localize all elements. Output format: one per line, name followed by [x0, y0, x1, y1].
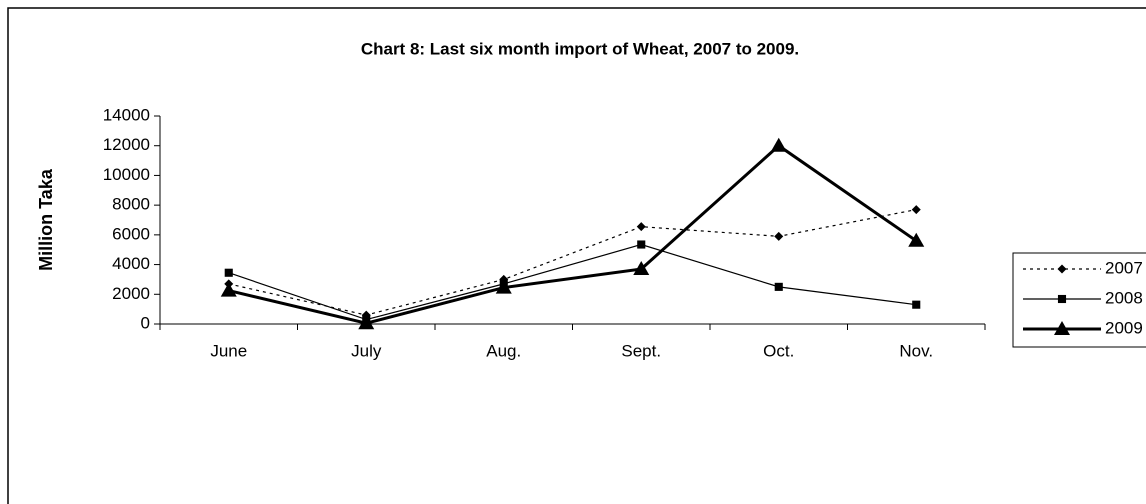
chart-title: Chart 8: Last six month import of Wheat,…	[361, 39, 799, 58]
marker	[224, 268, 233, 277]
y-tick-label: 2000	[112, 284, 150, 303]
marker	[1057, 294, 1067, 304]
chart-border	[7, 7, 1146, 504]
x-tick-label: Aug.	[486, 341, 521, 360]
marker	[1057, 264, 1067, 274]
marker	[912, 300, 921, 309]
marker	[358, 315, 375, 330]
series-line	[228, 143, 918, 325]
marker	[911, 205, 921, 215]
marker	[633, 261, 650, 276]
marker	[636, 222, 646, 232]
y-tick-label: 8000	[112, 195, 150, 214]
y-tick-label: 0	[141, 313, 150, 332]
legend-label: 2007	[1105, 258, 1143, 277]
marker	[770, 137, 787, 152]
x-tick-label: Nov.	[899, 341, 933, 360]
y-tick-label: 10000	[103, 165, 150, 184]
marker	[774, 231, 784, 241]
marker	[908, 232, 925, 247]
y-tick-label: 4000	[112, 254, 150, 273]
marker	[637, 240, 646, 249]
marker	[1054, 321, 1070, 335]
legend-label: 2009	[1105, 318, 1143, 337]
x-tick-label: July	[351, 341, 382, 360]
y-axis-label: Million Taka	[36, 168, 56, 271]
x-tick-label: June	[210, 341, 247, 360]
marker	[220, 282, 237, 297]
marker	[774, 282, 783, 291]
series-line	[228, 209, 917, 316]
x-tick-label: Sept.	[621, 341, 661, 360]
marker	[495, 279, 512, 294]
legend-label: 2008	[1105, 288, 1143, 307]
y-tick-label: 12000	[103, 135, 150, 154]
y-tick-label: 14000	[103, 105, 150, 124]
y-tick-label: 6000	[112, 224, 150, 243]
x-tick-label: Oct.	[763, 341, 794, 360]
series-line	[228, 243, 917, 321]
